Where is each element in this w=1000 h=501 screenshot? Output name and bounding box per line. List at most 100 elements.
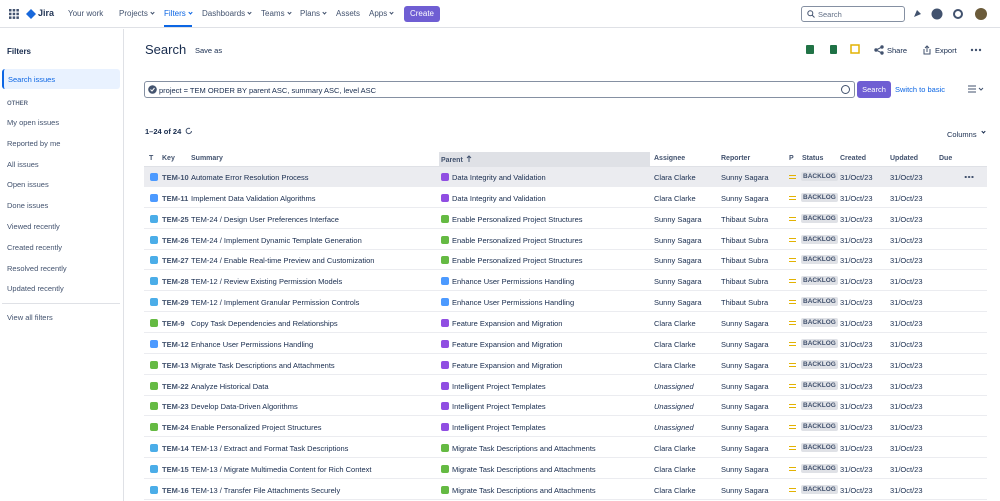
status-badge[interactable]: BACKLOG	[801, 422, 838, 431]
jql-input[interactable]: project = TEM ORDER BY parent ASC, summa…	[144, 81, 855, 98]
issue-summary[interactable]: TEM-24 / Enable Real-time Preview and Cu…	[191, 256, 374, 265]
filter-link[interactable]: Open issues	[7, 180, 49, 189]
issue-row[interactable]: TEM-22Analyze Historical Data Intelligent…	[144, 376, 987, 396]
issue-summary[interactable]: TEM-24 / Design User Preferences Interfa…	[191, 215, 339, 224]
issue-row[interactable]: TEM-12Enhance User Permissions Handling F…	[144, 334, 987, 354]
nav-item[interactable]: Plans	[300, 9, 326, 18]
issue-summary[interactable]: TEM-13 / Transfer File Attachments Secur…	[191, 486, 340, 495]
issue-summary[interactable]: Analyze Historical Data	[191, 382, 269, 391]
nav-item[interactable]: Your work	[68, 9, 103, 18]
nav-item[interactable]: Apps	[369, 9, 393, 18]
issue-row[interactable]: TEM-28TEM-12 / Review Existing Permissio…	[144, 271, 987, 291]
search-button[interactable]: Search	[857, 81, 891, 98]
issue-parent[interactable]: Enhance User Permissions Handling	[452, 298, 574, 307]
issue-row[interactable]: TEM-29TEM-12 / Implement Granular Permis…	[144, 292, 987, 312]
issue-parent[interactable]: Intelligent Project Templates	[452, 382, 546, 391]
filter-link[interactable]: Resolved recently	[7, 264, 67, 273]
filter-link[interactable]: Reported by me	[7, 139, 60, 148]
filter-link[interactable]: Done issues	[7, 201, 48, 210]
issue-parent[interactable]: Feature Expansion and Migration	[452, 319, 562, 328]
status-badge[interactable]: BACKLOG	[801, 235, 838, 244]
column-header[interactable]: Due	[939, 155, 952, 162]
issue-summary[interactable]: TEM-13 / Extract and Format Task Descrip…	[191, 444, 348, 453]
issue-summary[interactable]: Develop Data-Driven Algorithms	[191, 402, 298, 411]
status-badge[interactable]: BACKLOG	[801, 381, 838, 390]
issue-key[interactable]: TEM-28	[162, 277, 189, 286]
app-switcher[interactable]	[9, 9, 19, 19]
issue-summary[interactable]: Copy Task Dependencies and Relationships	[191, 319, 338, 328]
issue-parent[interactable]: Feature Expansion and Migration	[452, 340, 562, 349]
issue-row[interactable]: TEM-13Migrate Task Descriptions and Atta…	[144, 355, 987, 375]
issue-summary[interactable]: Enable Personalized Project Structures	[191, 423, 322, 432]
status-badge[interactable]: BACKLOG	[801, 297, 838, 306]
create-button[interactable]: Create	[404, 6, 440, 22]
view-all-filters[interactable]: View all filters	[7, 313, 53, 322]
issue-parent[interactable]: Migrate Task Descriptions and Attachment…	[452, 465, 596, 474]
app-name[interactable]: Jira	[38, 8, 54, 18]
column-header[interactable]: Updated	[890, 155, 918, 162]
filter-link[interactable]: Created recently	[7, 243, 62, 252]
issue-key[interactable]: TEM-16	[162, 486, 189, 495]
issue-key[interactable]: TEM-25	[162, 215, 189, 224]
issue-row[interactable]: TEM-26TEM-24 / Implement Dynamic Templat…	[144, 230, 987, 250]
share-button[interactable]: Share	[887, 46, 907, 55]
column-header[interactable]: Assignee	[654, 155, 685, 162]
column-header[interactable]: P	[789, 155, 794, 162]
issue-summary[interactable]: TEM-12 / Review Existing Permission Mode…	[191, 277, 342, 286]
issue-row[interactable]: TEM-9Copy Task Dependencies and Relation…	[144, 313, 987, 333]
issue-row[interactable]: TEM-10Automate Error Resolution ProcessD…	[144, 167, 987, 187]
issue-key[interactable]: TEM-13	[162, 361, 189, 370]
issue-key[interactable]: TEM-27	[162, 256, 189, 265]
issue-parent[interactable]: Migrate Task Descriptions and Attachment…	[452, 444, 596, 453]
filter-link[interactable]: All issues	[7, 160, 39, 169]
more-menu[interactable]	[970, 48, 982, 52]
status-badge[interactable]: BACKLOG	[801, 214, 838, 223]
nav-item[interactable]: Dashboards	[202, 9, 251, 18]
list-view-toggle[interactable]	[968, 85, 984, 93]
issue-key[interactable]: TEM-15	[162, 465, 189, 474]
column-header[interactable]: T	[149, 155, 153, 162]
issue-key[interactable]: TEM-24	[162, 423, 189, 432]
issue-parent[interactable]: Enable Personalized Project Structures	[452, 256, 583, 265]
issue-key[interactable]: TEM-14	[162, 444, 189, 453]
active-filter[interactable]: Search issues	[2, 69, 120, 89]
issue-row[interactable]: TEM-15TEM-13 / Migrate Multimedia Conten…	[144, 459, 987, 479]
filter-link[interactable]: Updated recently	[7, 284, 64, 293]
status-badge[interactable]: BACKLOG	[801, 485, 838, 494]
status-badge[interactable]: BACKLOG	[801, 464, 838, 473]
issue-key[interactable]: TEM-26	[162, 236, 189, 245]
export-button[interactable]: Export	[935, 46, 957, 55]
issue-row[interactable]: TEM-25TEM-24 / Design User Preferences I…	[144, 209, 987, 229]
status-badge[interactable]: BACKLOG	[801, 255, 838, 264]
help-icon[interactable]	[841, 85, 850, 94]
issue-summary[interactable]: Enhance User Permissions Handling	[191, 340, 313, 349]
issue-summary[interactable]: Implement Data Validation Algorithms	[191, 194, 316, 203]
search-box[interactable]: Search	[801, 6, 905, 22]
save-as-button[interactable]: Save as	[195, 46, 222, 55]
status-badge[interactable]: BACKLOG	[801, 193, 838, 202]
refresh-icon[interactable]	[185, 127, 193, 135]
issue-summary[interactable]: Migrate Task Descriptions and Attachment…	[191, 361, 335, 370]
issue-row[interactable]: TEM-11Implement Data Validation Algorith…	[144, 188, 987, 208]
status-badge[interactable]: BACKLOG	[801, 339, 838, 348]
nav-item[interactable]: Projects	[119, 9, 154, 18]
nav-item[interactable]: Filters	[164, 9, 192, 18]
column-header[interactable]: Created	[840, 155, 866, 162]
issue-summary[interactable]: Automate Error Resolution Process	[191, 173, 309, 182]
filter-link[interactable]: Viewed recently	[7, 222, 60, 231]
issue-summary[interactable]: TEM-12 / Implement Granular Permission C…	[191, 298, 359, 307]
status-badge[interactable]: BACKLOG	[801, 276, 838, 285]
status-badge[interactable]: BACKLOG	[801, 401, 838, 410]
column-header[interactable]: Parent	[441, 155, 472, 164]
issue-parent[interactable]: Feature Expansion and Migration	[452, 361, 562, 370]
filter-link[interactable]: My open issues	[7, 118, 59, 127]
nav-item[interactable]: Teams	[261, 9, 291, 18]
issue-key[interactable]: TEM-23	[162, 402, 189, 411]
view-icons[interactable]	[805, 44, 865, 56]
status-badge[interactable]: BACKLOG	[801, 318, 838, 327]
issue-key[interactable]: TEM-12	[162, 340, 189, 349]
issue-parent[interactable]: Migrate Task Descriptions and Attachment…	[452, 486, 596, 495]
issue-parent[interactable]: Enable Personalized Project Structures	[452, 215, 583, 224]
issue-key[interactable]: TEM-22	[162, 382, 189, 391]
issue-key[interactable]: TEM-10	[162, 173, 189, 182]
